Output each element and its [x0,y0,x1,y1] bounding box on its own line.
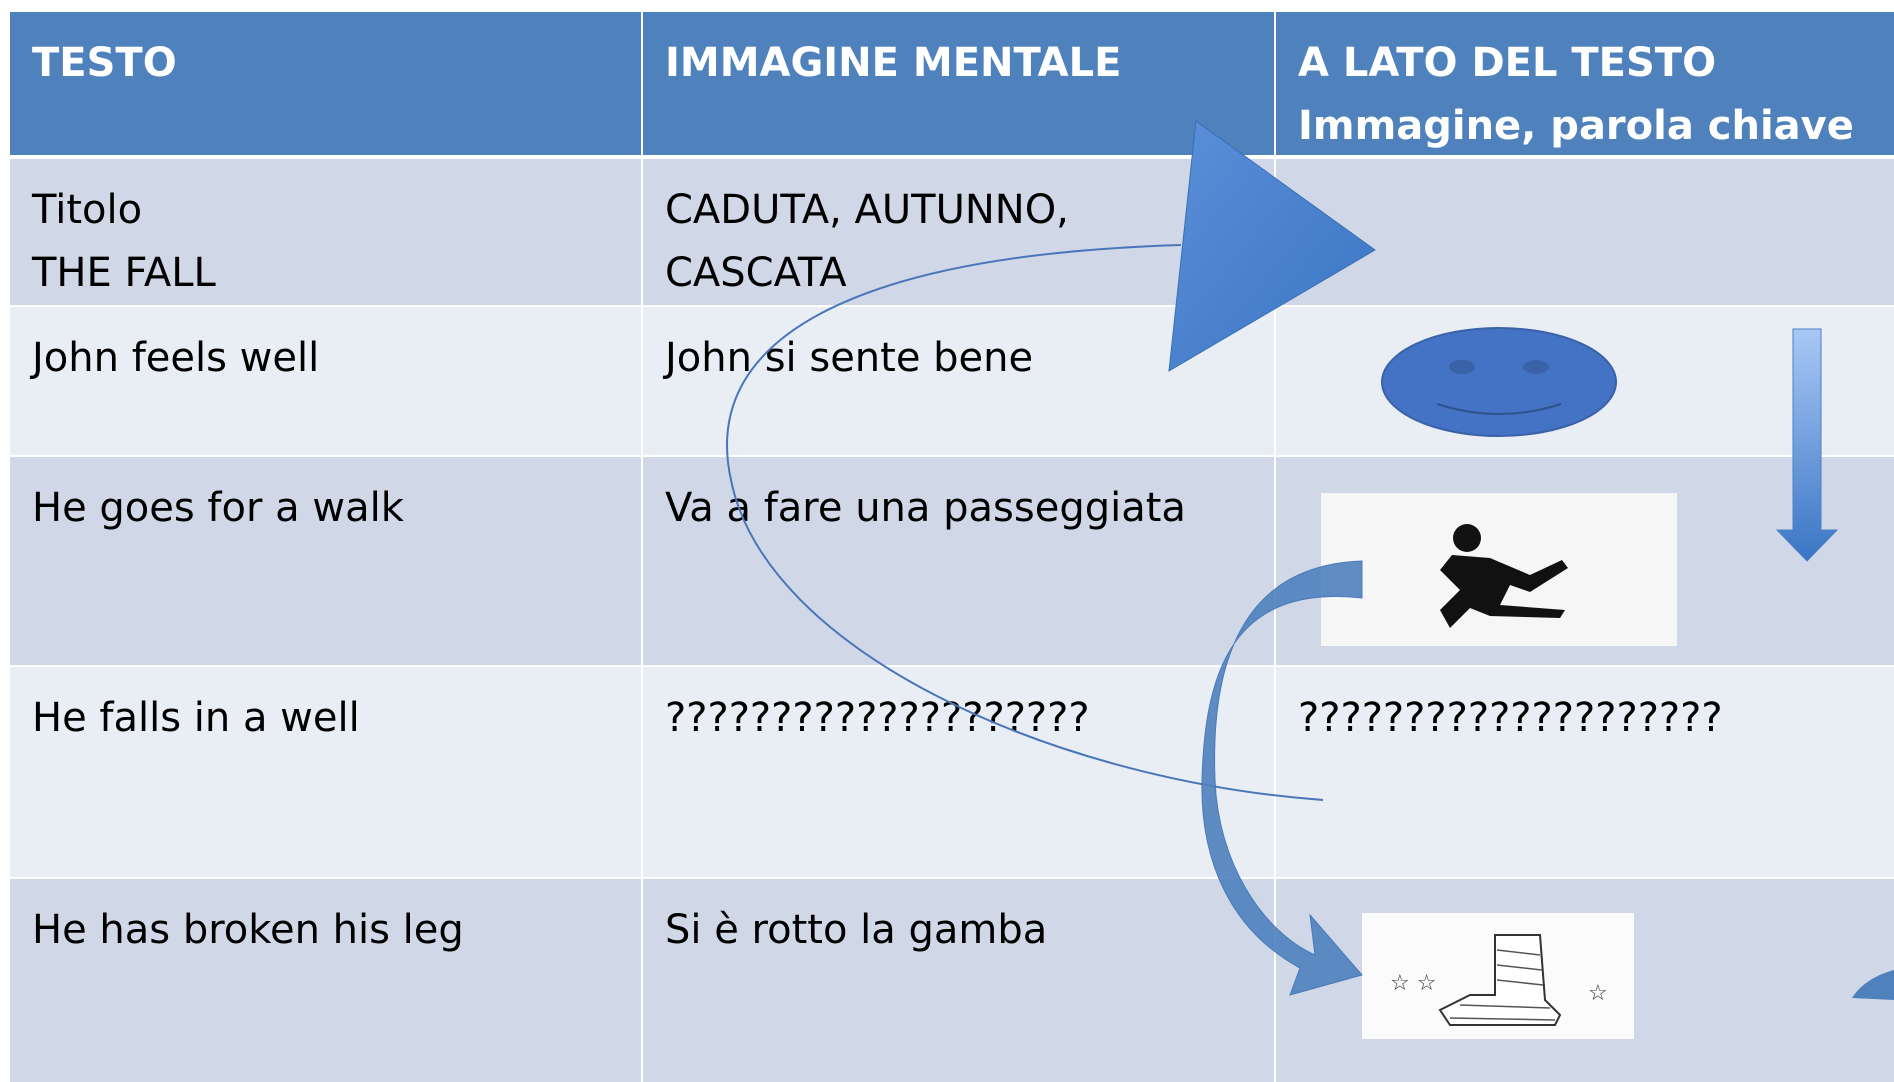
cell-text: ???????????????????? [1298,695,1723,741]
header-cell: TESTO [10,12,641,155]
cell-text: He goes for a walk [32,485,404,531]
table-cell: John feels well [10,307,641,455]
table-cell: He has broken his leg [10,879,641,1082]
curve-arrow-line [726,244,1324,801]
cell-text: John si sente bene [665,335,1034,381]
cell-text: He falls in a well [32,695,360,741]
cell-text: Immagine, parola chiave [1298,103,1854,149]
table-cell: ???????????????????? [643,667,1274,877]
header-cell: IMMAGINE MENTALE [643,12,1274,155]
table-cell: ???????????????????? [1276,667,1894,877]
arrow-fragment [1852,970,1894,1000]
cell-text: Titolo [32,187,143,233]
table-cell: Titolo THE FALL [10,159,641,305]
table-cell: CADUTA, AUTUNNO, CASCATA [643,159,1274,305]
cell-text: John feels well [32,335,320,381]
cell-text: A LATO DEL TESTO [1298,40,1717,86]
svg-text:☆ ☆: ☆ ☆ [1390,971,1436,996]
header-cell: A LATO DEL TESTO Immagine, parola chiave [1276,12,1894,155]
table-cell: He goes for a walk [10,457,641,665]
table-cell [1276,159,1894,305]
cell-text: TESTO [32,40,177,86]
cell-text: He has broken his leg [32,907,464,953]
cell-text: IMMAGINE MENTALE [665,40,1122,86]
cell-text: CADUTA, AUTUNNO, [665,187,1069,233]
table-cell: Si è rotto la gamba [643,879,1274,1082]
down-arrow [1775,328,1839,562]
cell-text: Va a fare una passeggiata [665,485,1186,531]
table-cell: He falls in a well [10,667,641,877]
smiley [1381,327,1617,437]
walker-image [1321,493,1677,646]
broken-leg-image: ☆ ☆ ☆ [1362,913,1634,1039]
cell-text: CASCATA [665,250,847,296]
curved-arrow [1201,560,1363,996]
table-cell: Va a fare una passeggiata [643,457,1274,665]
triangle [1168,120,1376,372]
cell-text: Si è rotto la gamba [665,907,1048,953]
cell-text: THE FALL [32,250,216,296]
svg-text:☆: ☆ [1588,981,1608,1006]
table-cell: John si sente bene [643,307,1274,455]
